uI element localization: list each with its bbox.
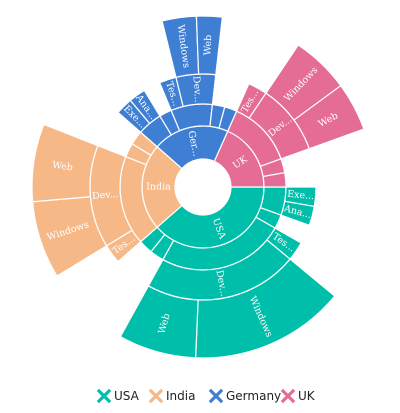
segment-uk-technical-developers-web[interactable] xyxy=(293,84,365,150)
label-germany-technical-developers: Dev... xyxy=(190,76,203,103)
label-usa-sales-executive: Exe... xyxy=(287,189,315,202)
label-india: India xyxy=(146,182,171,193)
label-usa-technical-developers-web: Web xyxy=(157,312,173,335)
legend-marker-usa xyxy=(96,388,112,404)
legend-marker-uk xyxy=(280,388,296,404)
legend-label-usa: USA xyxy=(114,389,140,403)
legend-marker-germany xyxy=(208,388,224,404)
legend: USA India Germany UK xyxy=(96,388,316,404)
legend-label-india: India xyxy=(166,389,195,403)
segment-uk-accounts[interactable] xyxy=(262,172,287,188)
legend-item-usa[interactable]: USA xyxy=(96,388,140,404)
legend-label-germany: Germany xyxy=(226,389,281,403)
segment-germany-technical-developers-web[interactable] xyxy=(195,15,224,76)
segment-india-technical-developers-web[interactable] xyxy=(31,123,99,203)
label-germany: Ger... xyxy=(185,130,201,158)
label-germany-technical-developers-web: Web xyxy=(202,35,214,56)
legend-item-uk[interactable]: UK xyxy=(280,388,316,404)
legend-item-india[interactable]: India xyxy=(148,388,195,404)
legend-item-germany[interactable]: Germany xyxy=(208,388,281,404)
label-india-technical-developers-web: Web xyxy=(51,160,73,174)
label-india-technical-developers: Dev... xyxy=(92,189,119,202)
label-usa-technical-developers: Dev... xyxy=(213,269,229,297)
legend-label-uk: UK xyxy=(298,389,316,403)
segment-usa-technical-developers-web[interactable] xyxy=(119,285,199,359)
legend-marker-india xyxy=(148,388,164,404)
